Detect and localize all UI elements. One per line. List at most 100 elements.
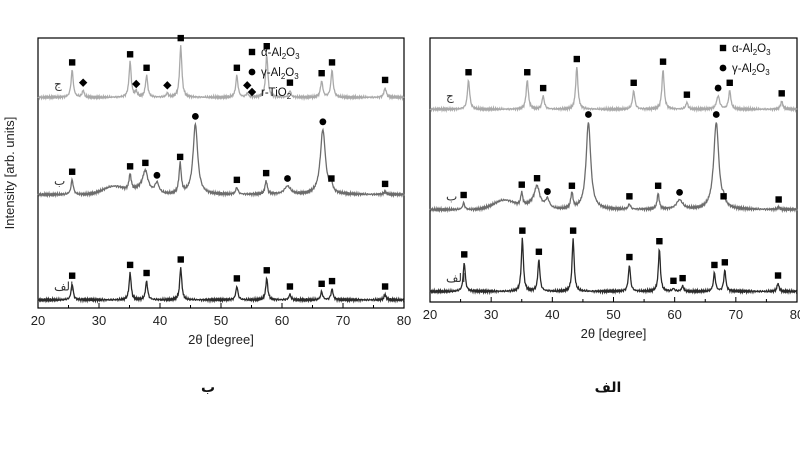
peak-marker-square [519, 227, 526, 234]
peak-marker-circle [585, 111, 592, 118]
peak-marker-square [726, 79, 733, 86]
peak-marker-diamond [243, 81, 252, 90]
peak-marker-square [143, 64, 150, 71]
legend-entry: α-Al2O3 [732, 43, 771, 57]
peak-marker-square [328, 59, 336, 66]
peak-marker-square [670, 277, 677, 284]
legend-marker-diamond [247, 87, 257, 97]
peak-marker-square [711, 261, 718, 269]
x-tick-label: 20 [423, 307, 437, 322]
series-line [37, 121, 405, 199]
x-tick-label: 40 [153, 313, 167, 328]
peak-marker-square [68, 59, 76, 66]
peak-marker-square [286, 79, 294, 86]
peak-marker-square [233, 275, 241, 282]
y-axis-title: Intensity [arb. units] [2, 117, 17, 230]
legend-entry: α-Al2O3 [261, 47, 300, 61]
peak-marker-square [460, 191, 467, 199]
x-tick-label: 80 [790, 307, 800, 322]
legend-marker-circle [248, 68, 256, 76]
peak-marker-square [465, 69, 472, 76]
trace-label: ب [446, 189, 457, 203]
trace-label: الف [54, 279, 73, 293]
peak-marker-square [328, 277, 336, 285]
peak-marker-square [654, 182, 662, 189]
x-tick-label: 50 [214, 313, 228, 328]
x-tick-label: 20 [31, 313, 45, 328]
peak-marker-square [679, 274, 686, 282]
peak-marker-square [263, 43, 270, 50]
x-axis-title: 2θ [degree] [581, 326, 647, 341]
peak-marker-diamond [132, 79, 141, 89]
series-line [429, 66, 798, 114]
peak-marker-square [328, 175, 335, 182]
peak-marker-square [143, 269, 150, 277]
peak-marker-square [126, 163, 134, 170]
peak-marker-circle [712, 111, 720, 118]
trace-label: الف [446, 271, 465, 285]
peak-marker-square [286, 283, 294, 290]
x-tick-label: 60 [275, 313, 289, 328]
peak-marker-square [533, 175, 541, 182]
peak-marker-circle [191, 113, 199, 120]
peak-marker-square [126, 51, 134, 58]
peak-marker-square [68, 168, 76, 175]
peak-marker-circle [319, 118, 327, 126]
legend-entry: γ-Al2O3 [261, 67, 299, 81]
peak-marker-square [68, 272, 76, 279]
plot-frame [429, 37, 798, 303]
peak-marker-circle [153, 171, 161, 179]
peak-marker-square [233, 64, 241, 71]
peak-marker-square [720, 193, 727, 200]
plot-frame [37, 37, 405, 309]
peak-marker-square [659, 58, 667, 65]
peak-marker-square [778, 90, 785, 97]
legend-entry: γ-Al2O3 [732, 63, 770, 77]
left-panel: 20 30 40 50 60 70 80 2θ [degree] Intensity [arb.… [2, 34, 411, 347]
x-tick-label: 40 [545, 307, 559, 322]
peak-marker-square [262, 169, 270, 177]
peak-marker-square [775, 196, 782, 203]
x-tick-label: 60 [667, 307, 681, 322]
caption-left: ب [200, 380, 216, 396]
peak-marker-square [176, 153, 184, 161]
peak-marker-square [126, 261, 134, 269]
peak-marker-circle [714, 84, 722, 92]
trace-label: ب [54, 174, 65, 188]
peak-marker-square [524, 69, 531, 76]
series-line [429, 122, 798, 214]
legend-marker-square [248, 48, 256, 56]
peak-marker-square [318, 280, 325, 287]
trace-label: ج [446, 89, 454, 103]
peak-marker-square [381, 283, 389, 290]
peak-marker-circle [676, 188, 683, 196]
series-line [37, 45, 405, 102]
peak-marker-square [263, 267, 270, 274]
caption-right: الف [594, 380, 622, 396]
x-tick-label: 70 [729, 307, 743, 322]
peak-marker-square [539, 84, 547, 92]
peak-marker-square [177, 34, 184, 42]
x-tick-label: 30 [92, 313, 106, 328]
peak-marker-square [461, 251, 468, 258]
legend-marker-square [719, 44, 727, 52]
right-panel: 20 30 40 50 60 70 80 2θ [degree] ج ب الف α-Al2O3 γ-A… [423, 37, 800, 341]
peak-marker-square [318, 70, 325, 77]
peak-marker-square [568, 182, 576, 189]
peak-marker-diamond [163, 81, 172, 90]
peak-marker-square [381, 180, 389, 188]
x-tick-label: 70 [336, 313, 350, 328]
peak-marker-square [573, 55, 580, 63]
peak-marker-diamond [78, 78, 88, 87]
peak-marker-square [177, 256, 184, 263]
legend-entry: r-TiO2 [261, 87, 292, 101]
peak-marker-square [774, 272, 782, 279]
series-line [37, 267, 405, 304]
peak-marker-square [683, 91, 691, 98]
legend-marker-circle [719, 64, 727, 72]
peak-marker-square [142, 159, 149, 167]
peak-marker-square [656, 238, 663, 245]
peak-marker-square [626, 253, 633, 261]
peak-marker-square [721, 259, 729, 266]
peak-marker-square [626, 193, 633, 200]
